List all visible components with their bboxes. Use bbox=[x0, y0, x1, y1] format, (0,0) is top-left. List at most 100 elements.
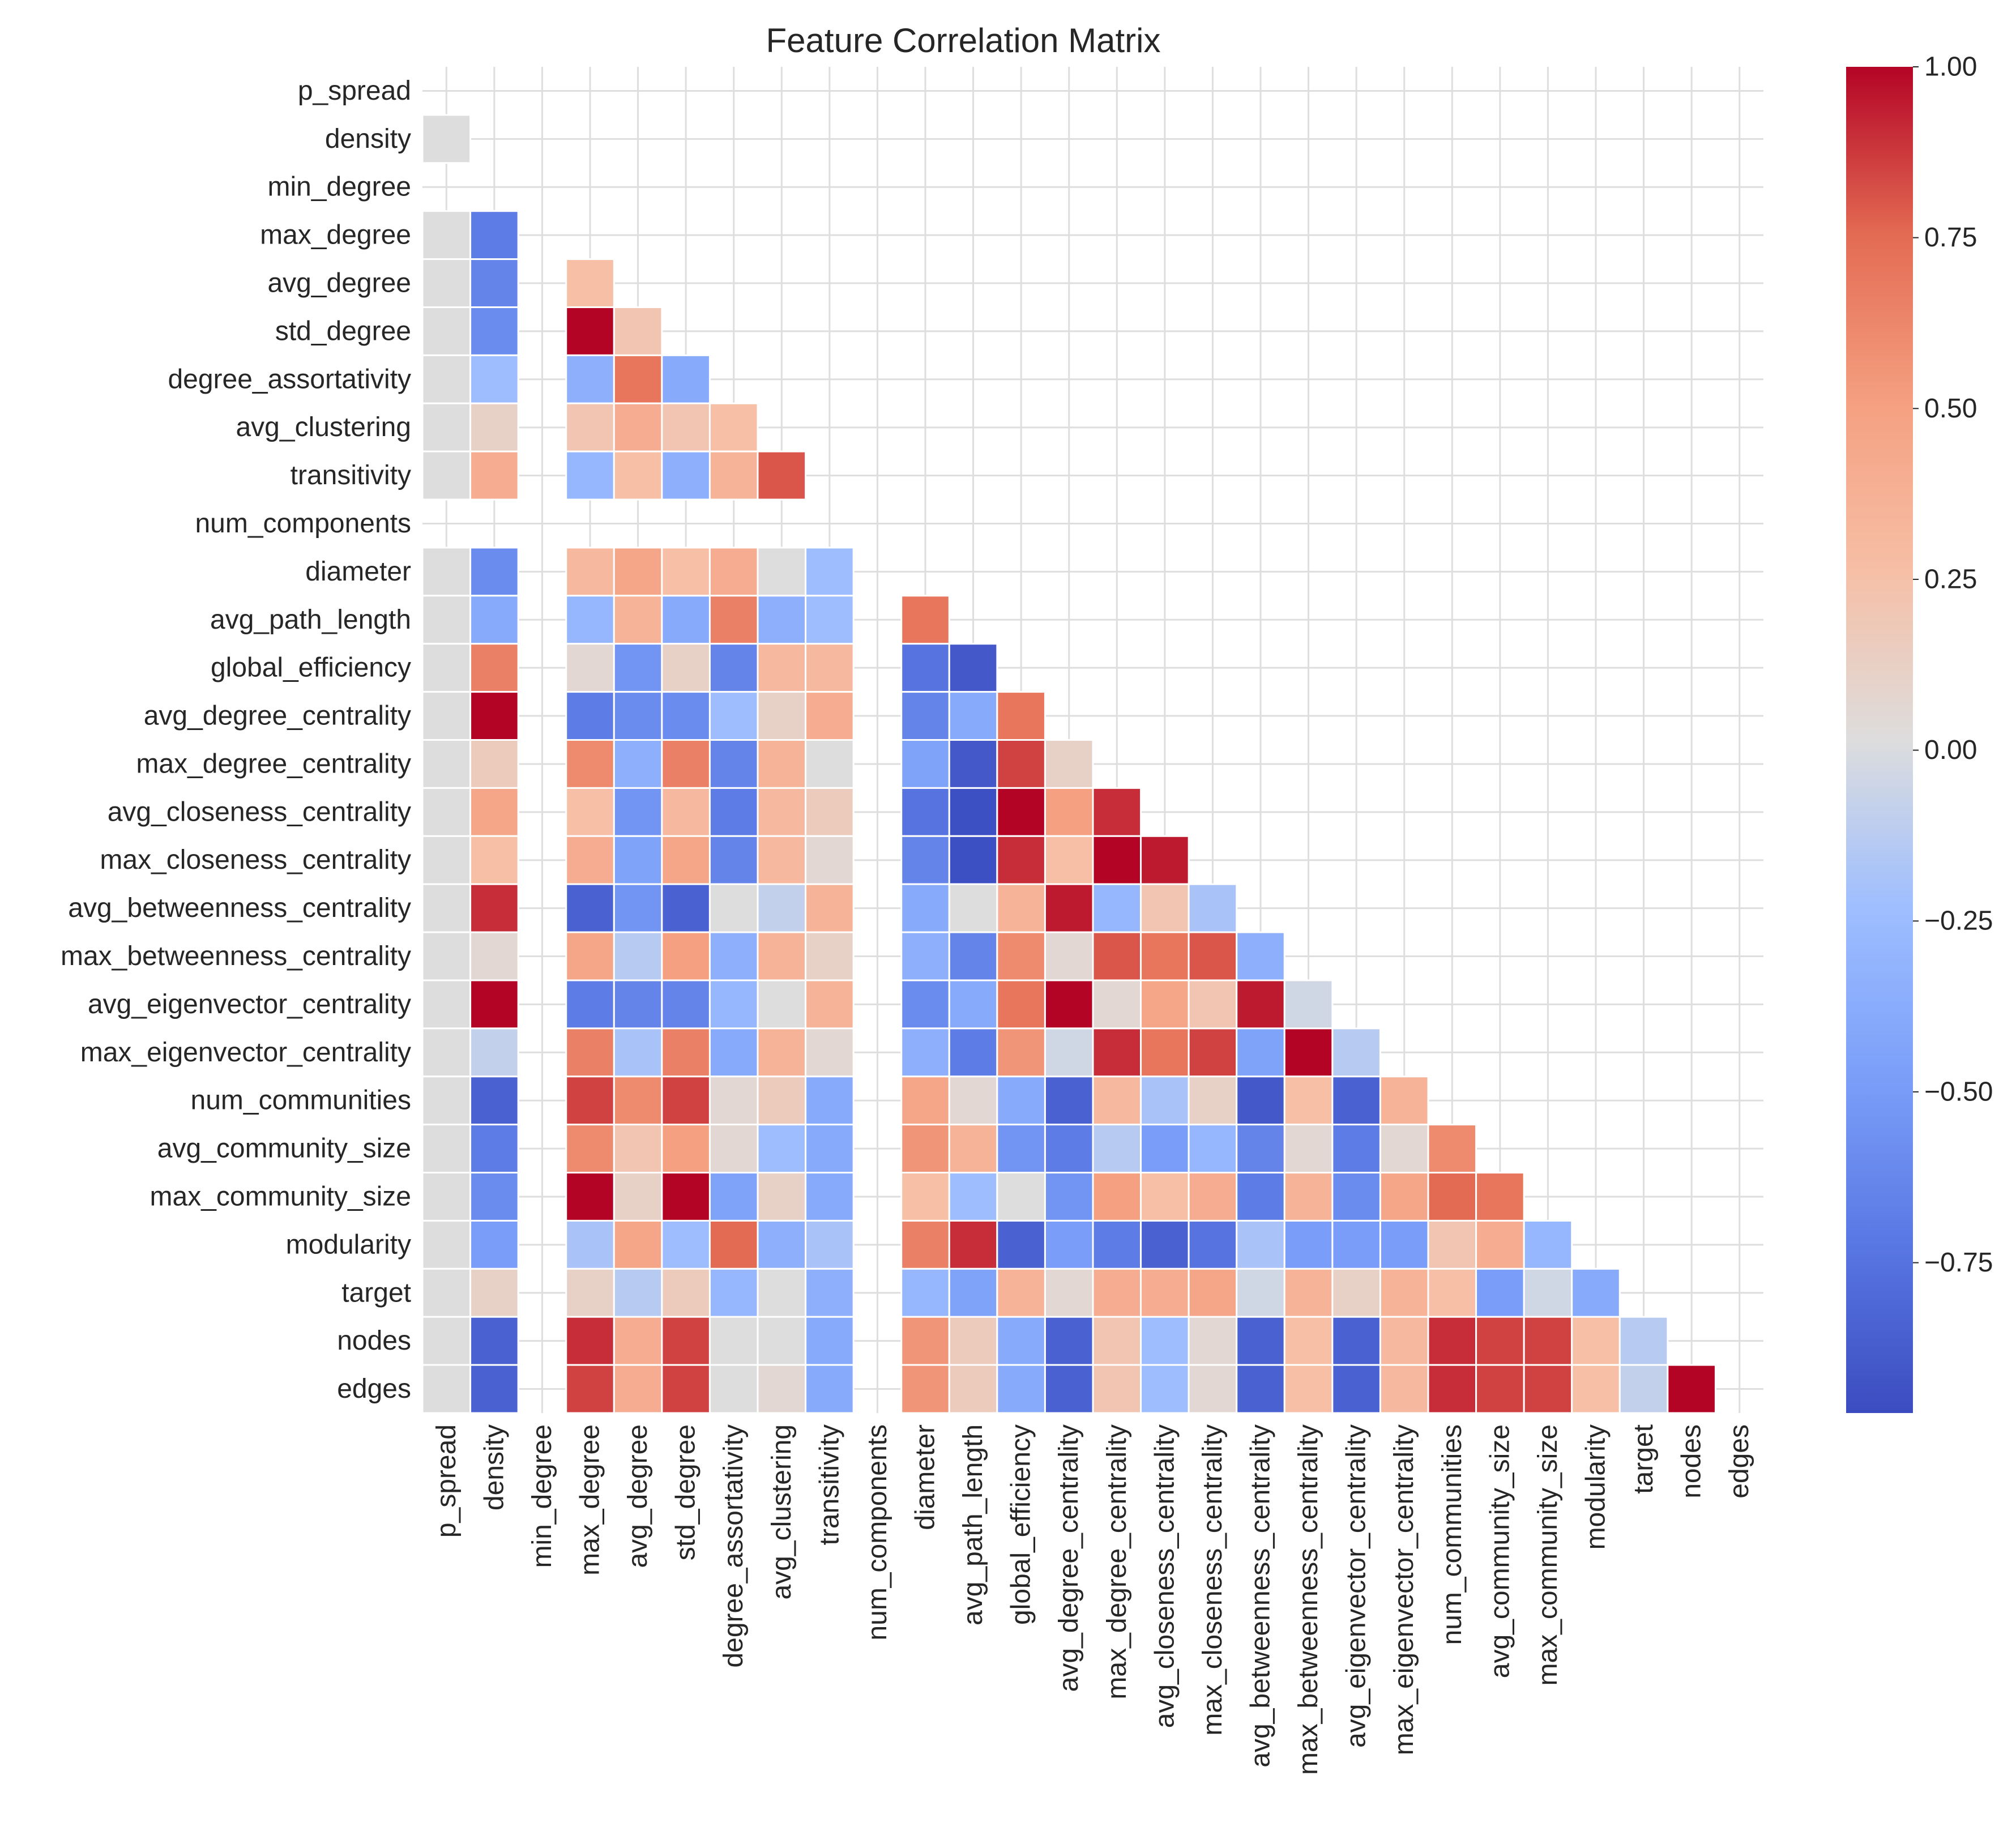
heatmap-cell-avg_betweenness_centrality-avg_closeness_centrality bbox=[1140, 883, 1190, 933]
heatmap-cell-target-max_degree bbox=[565, 1267, 615, 1318]
heatmap-cell-avg_eigenvector_centrality-avg_betweenness_centrality bbox=[1236, 979, 1285, 1030]
heatmap-cell-modularity-num_communities bbox=[1427, 1219, 1477, 1270]
heatmap-cell-max_closeness_centrality-avg_degree_centrality bbox=[1044, 835, 1094, 885]
y-tick-label: avg_degree bbox=[267, 268, 411, 298]
heatmap-cell-max_betweenness_centrality-avg_closeness_centrality bbox=[1140, 931, 1190, 981]
heatmap-cell-std_degree-max_degree bbox=[565, 306, 615, 356]
heatmap-cell-max_betweenness_centrality-avg_betweenness_centrality bbox=[1236, 931, 1285, 981]
heatmap-cell-num_communities-density bbox=[469, 1075, 519, 1126]
y-tick-label: avg_eigenvector_centrality bbox=[88, 989, 411, 1019]
heatmap-cell-edges-avg_eigenvector_centrality bbox=[1331, 1364, 1381, 1414]
heatmap-cell-max_community_size-avg_betweenness_centrality bbox=[1236, 1172, 1285, 1222]
heatmap-cell-target-global_efficiency bbox=[996, 1267, 1046, 1318]
heatmap-cell-avg_eigenvector_centrality-avg_degree_centrality bbox=[1044, 979, 1094, 1030]
heatmap-cell-max_degree-p_spread bbox=[421, 210, 472, 261]
heatmap-cell-nodes-degree_assortativity bbox=[708, 1316, 759, 1366]
heatmap-cell-avg_community_size-density bbox=[469, 1124, 519, 1174]
heatmap-cell-nodes-num_communities bbox=[1427, 1316, 1477, 1366]
heatmap-cell-max_community_size-avg_path_length bbox=[948, 1172, 998, 1222]
heatmap-cell-num_communities-max_closeness_centrality bbox=[1188, 1075, 1238, 1126]
heatmap-cell-edges-p_spread bbox=[421, 1364, 472, 1414]
heatmap-cell-density-p_spread bbox=[421, 114, 472, 164]
colorbar-tick-label: −0.50 bbox=[1924, 1077, 1993, 1107]
heatmap-cell-max_betweenness_centrality-avg_degree_centrality bbox=[1044, 931, 1094, 981]
heatmap-cell-max_closeness_centrality-density bbox=[469, 835, 519, 885]
x-tick-label: max_closeness_centrality bbox=[1198, 1424, 1228, 1736]
heatmap-cell-max_closeness_centrality-avg_path_length bbox=[948, 835, 998, 885]
heatmap-cell-avg_community_size-avg_degree bbox=[613, 1124, 663, 1174]
heatmap-cell-avg_betweenness_centrality-degree_assortativity bbox=[708, 883, 759, 933]
heatmap-cell-max_degree_centrality-degree_assortativity bbox=[708, 739, 759, 789]
x-tick-label: max_degree bbox=[575, 1424, 605, 1576]
heatmap-cell-nodes-transitivity bbox=[805, 1316, 855, 1366]
x-tick-label: avg_degree bbox=[623, 1424, 653, 1568]
heatmap-cell-target-max_community_size bbox=[1523, 1267, 1573, 1318]
heatmap-cell-max_closeness_centrality-transitivity bbox=[805, 835, 855, 885]
heatmap-cell-edges-avg_clustering bbox=[757, 1364, 807, 1414]
heatmap-cell-modularity-avg_degree_centrality bbox=[1044, 1219, 1094, 1270]
heatmap-cell-modularity-max_degree_centrality bbox=[1092, 1219, 1142, 1270]
heatmap-cell-avg_closeness_centrality-avg_clustering bbox=[757, 787, 807, 837]
heatmap-cell-nodes-avg_betweenness_centrality bbox=[1236, 1316, 1285, 1366]
heatmap-cell-nodes-max_community_size bbox=[1523, 1316, 1573, 1366]
heatmap-cell-max_community_size-max_closeness_centrality bbox=[1188, 1172, 1238, 1222]
colorbar-tick-label: −0.25 bbox=[1924, 906, 1993, 936]
heatmap-cell-modularity-max_betweenness_centrality bbox=[1283, 1219, 1334, 1270]
heatmap-cell-max_degree_centrality-density bbox=[469, 739, 519, 789]
heatmap-cell-avg_closeness_centrality-avg_path_length bbox=[948, 787, 998, 837]
y-tick-label: max_closeness_centrality bbox=[100, 845, 411, 875]
heatmap-cell-global_efficiency-avg_degree bbox=[613, 643, 663, 693]
heatmap-cell-avg_community_size-num_communities bbox=[1427, 1124, 1477, 1174]
x-tick-label: target bbox=[1629, 1424, 1659, 1494]
x-tick-label: avg_closeness_centrality bbox=[1150, 1424, 1180, 1728]
heatmap-cell-avg_eigenvector_centrality-density bbox=[469, 979, 519, 1030]
heatmap-cell-max_betweenness_centrality-std_degree bbox=[661, 931, 711, 981]
heatmap-cell-avg_betweenness_centrality-max_closeness_centrality bbox=[1188, 883, 1238, 933]
heatmap-cell-edges-target bbox=[1618, 1364, 1669, 1414]
heatmap-cell-avg_path_length-avg_degree bbox=[613, 595, 663, 645]
heatmap-cell-edges-max_eigenvector_centrality bbox=[1379, 1364, 1429, 1414]
heatmap-cell-nodes-max_eigenvector_centrality bbox=[1379, 1316, 1429, 1366]
heatmap-cell-avg_clustering-max_degree bbox=[565, 402, 615, 453]
heatmap-cell-num_communities-avg_degree_centrality bbox=[1044, 1075, 1094, 1126]
y-tick-label: num_communities bbox=[191, 1086, 411, 1116]
x-tick-label: degree_assortativity bbox=[719, 1424, 749, 1668]
x-tick-label: avg_community_size bbox=[1485, 1424, 1515, 1678]
heatmap-cell-transitivity-avg_degree bbox=[613, 450, 663, 501]
heatmap-cell-transitivity-std_degree bbox=[661, 450, 711, 501]
heatmap-cell-max_community_size-avg_eigenvector_centrality bbox=[1331, 1172, 1381, 1222]
y-tick-label: avg_community_size bbox=[157, 1134, 411, 1164]
heatmap-cell-max_closeness_centrality-avg_closeness_centrality bbox=[1140, 835, 1190, 885]
heatmap-cell-nodes-max_degree bbox=[565, 1316, 615, 1366]
heatmap-cell-num_communities-avg_closeness_centrality bbox=[1140, 1075, 1190, 1126]
heatmap-cell-nodes-avg_closeness_centrality bbox=[1140, 1316, 1190, 1366]
heatmap-cell-avg_eigenvector_centrality-p_spread bbox=[421, 979, 472, 1030]
y-tick-label: min_degree bbox=[268, 172, 412, 202]
heatmap-cell-avg_closeness_centrality-p_spread bbox=[421, 787, 472, 837]
heatmap-cell-max_closeness_centrality-global_efficiency bbox=[996, 835, 1046, 885]
heatmap-cell-max_degree_centrality-global_efficiency bbox=[996, 739, 1046, 789]
heatmap-cell-max_eigenvector_centrality-avg_closeness_centrality bbox=[1140, 1027, 1190, 1078]
heatmap-cell-max_eigenvector_centrality-max_degree bbox=[565, 1027, 615, 1078]
x-tick-label: p_spread bbox=[432, 1424, 462, 1538]
x-tick-label: avg_betweenness_centrality bbox=[1246, 1424, 1276, 1768]
heatmap-cell-avg_community_size-max_closeness_centrality bbox=[1188, 1124, 1238, 1174]
y-tick-label: avg_degree_centrality bbox=[144, 701, 411, 731]
heatmap-cell-max_betweenness_centrality-density bbox=[469, 931, 519, 981]
y-tick-label: degree_assortativity bbox=[168, 364, 411, 394]
heatmap-cell-edges-transitivity bbox=[805, 1364, 855, 1414]
heatmap-cell-transitivity-avg_clustering bbox=[757, 450, 807, 501]
heatmap-cell-max_betweenness_centrality-diameter bbox=[900, 931, 950, 981]
heatmap-cell-avg_community_size-std_degree bbox=[661, 1124, 711, 1174]
heatmap-cell-max_degree_centrality-avg_degree_centrality bbox=[1044, 739, 1094, 789]
heatmap-cell-num_communities-avg_degree bbox=[613, 1075, 663, 1126]
heatmap-cell-avg_eigenvector_centrality-max_degree_centrality bbox=[1092, 979, 1142, 1030]
colorbar-tick-label: 0.00 bbox=[1924, 735, 1977, 765]
x-tick-label: max_degree_centrality bbox=[1102, 1424, 1132, 1700]
heatmap-cell-avg_path_length-max_degree bbox=[565, 595, 615, 645]
x-tick-label: min_degree bbox=[527, 1424, 557, 1568]
x-tick-label: avg_eigenvector_centrality bbox=[1342, 1424, 1372, 1748]
heatmap-cell-edges-avg_degree bbox=[613, 1364, 663, 1414]
heatmap-cell-max_degree_centrality-avg_path_length bbox=[948, 739, 998, 789]
heatmap-cell-modularity-max_eigenvector_centrality bbox=[1379, 1219, 1429, 1270]
